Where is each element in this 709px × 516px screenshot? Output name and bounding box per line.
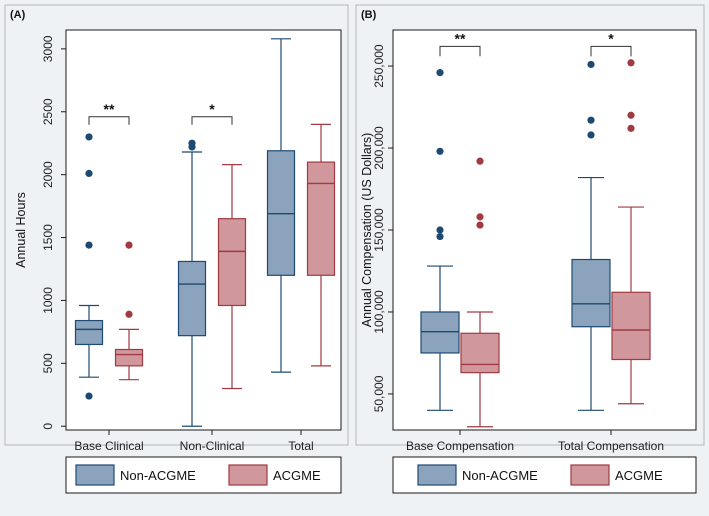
legend-item-non-acgme: Non-ACGME <box>417 464 538 486</box>
box-iqr <box>74 319 104 346</box>
legend-item-acgme: ACGME <box>570 464 663 486</box>
y-axis-title: Annual Hours <box>14 192 28 268</box>
legend-swatch <box>570 464 610 486</box>
outlier-point <box>85 169 93 177</box>
y-tick-label: 1000 <box>41 287 55 314</box>
y-tick-label: 500 <box>41 353 55 373</box>
panel-label: (B) <box>361 9 377 21</box>
x-category-label: Base Clinical <box>74 439 143 453</box>
y-tick-label: 250,000 <box>372 44 386 88</box>
outlier-point <box>476 221 484 229</box>
outlier-point <box>587 116 595 124</box>
y-tick-label: 200,000 <box>372 126 386 170</box>
panel-label: (A) <box>10 9 26 21</box>
legend-item-non-acgme: Non-ACGME <box>75 464 196 486</box>
box-non-acgme <box>177 139 207 427</box>
legend-label: Non-ACGME <box>120 468 196 483</box>
box-iqr <box>611 291 651 361</box>
outlier-point <box>476 213 484 221</box>
significance-label: ** <box>455 30 466 46</box>
box-non-acgme <box>571 60 611 411</box>
outlier-point <box>125 241 133 249</box>
outlier-point <box>476 157 484 165</box>
legend-swatch <box>228 464 268 486</box>
panel-b: (B) 50,000 100,000 150,000 200,000 250,000 Ann… <box>355 4 705 494</box>
y-tick-label: 50,000 <box>372 375 386 412</box>
legend-label: Non-ACGME <box>462 468 538 483</box>
outlier-point <box>587 60 595 69</box>
legend-label: ACGME <box>615 468 663 483</box>
significance-label: ** <box>104 101 115 117</box>
outlier-point <box>85 241 93 249</box>
significance-bracket: * <box>590 30 632 57</box>
significance-bracket: ** <box>439 30 481 57</box>
significance-label: * <box>209 101 215 117</box>
legend: Non-ACGME ACGME <box>392 456 697 494</box>
y-axis-title: Annual Compensation (US Dollars) <box>360 133 374 328</box>
box-acgme <box>114 241 144 381</box>
x-category-label: Total Compensation <box>558 439 664 453</box>
box-acgme <box>217 163 247 390</box>
outlier-point <box>436 147 444 155</box>
box-iqr <box>571 258 611 328</box>
box-iqr <box>217 218 247 307</box>
plot-area <box>65 29 342 431</box>
y-tick-label: 2000 <box>41 161 55 188</box>
box-acgme <box>460 157 500 428</box>
outlier-point <box>436 232 444 241</box>
x-category-label: Total <box>288 439 313 453</box>
legend: Non-ACGME ACGME <box>65 456 342 494</box>
bracket-line <box>88 116 130 125</box>
box-iqr <box>114 348 144 367</box>
panel-a: (A) 0 500 1000 1500 2000 2500 3000 Annual Hours B… <box>4 4 349 494</box>
bracket-line <box>590 45 632 57</box>
box-acgme <box>611 59 651 405</box>
legend-label: ACGME <box>273 468 321 483</box>
x-category-label: Base Compensation <box>406 439 514 453</box>
outlier-point <box>627 124 635 132</box>
box-non-acgme <box>266 38 296 373</box>
legend-item-acgme: ACGME <box>228 464 321 486</box>
outlier-point <box>627 59 635 67</box>
outlier-point <box>188 139 196 147</box>
y-tick-label: 2500 <box>41 98 55 125</box>
y-tick-label: 100,000 <box>372 290 386 334</box>
outlier-point <box>85 133 93 141</box>
outlier-point <box>85 392 93 400</box>
significance-label: * <box>608 30 614 46</box>
box-non-acgme <box>420 69 460 411</box>
significance-bracket: ** <box>88 101 130 125</box>
legend-swatch <box>75 464 115 486</box>
significance-bracket: * <box>191 101 233 125</box>
bracket-line <box>439 45 481 57</box>
legend-swatch <box>417 464 457 486</box>
bracket-line <box>191 116 233 125</box>
outlier-point <box>587 131 595 139</box>
outlier-point <box>436 226 444 234</box>
box-iqr <box>420 311 460 354</box>
box-iqr <box>177 260 207 337</box>
box-acgme <box>306 123 336 367</box>
outlier-point <box>436 69 444 77</box>
outlier-point <box>125 310 133 318</box>
box-non-acgme <box>74 133 104 400</box>
y-tick-label: 3000 <box>41 35 55 62</box>
y-tick-label: 1500 <box>41 224 55 251</box>
outlier-point <box>627 111 635 119</box>
y-tick-label: 0 <box>41 423 55 430</box>
box-iqr <box>306 161 336 276</box>
box-iqr <box>460 332 500 374</box>
y-tick-label: 150,000 <box>372 208 386 252</box>
x-category-label: Non-Clinical <box>180 439 245 453</box>
